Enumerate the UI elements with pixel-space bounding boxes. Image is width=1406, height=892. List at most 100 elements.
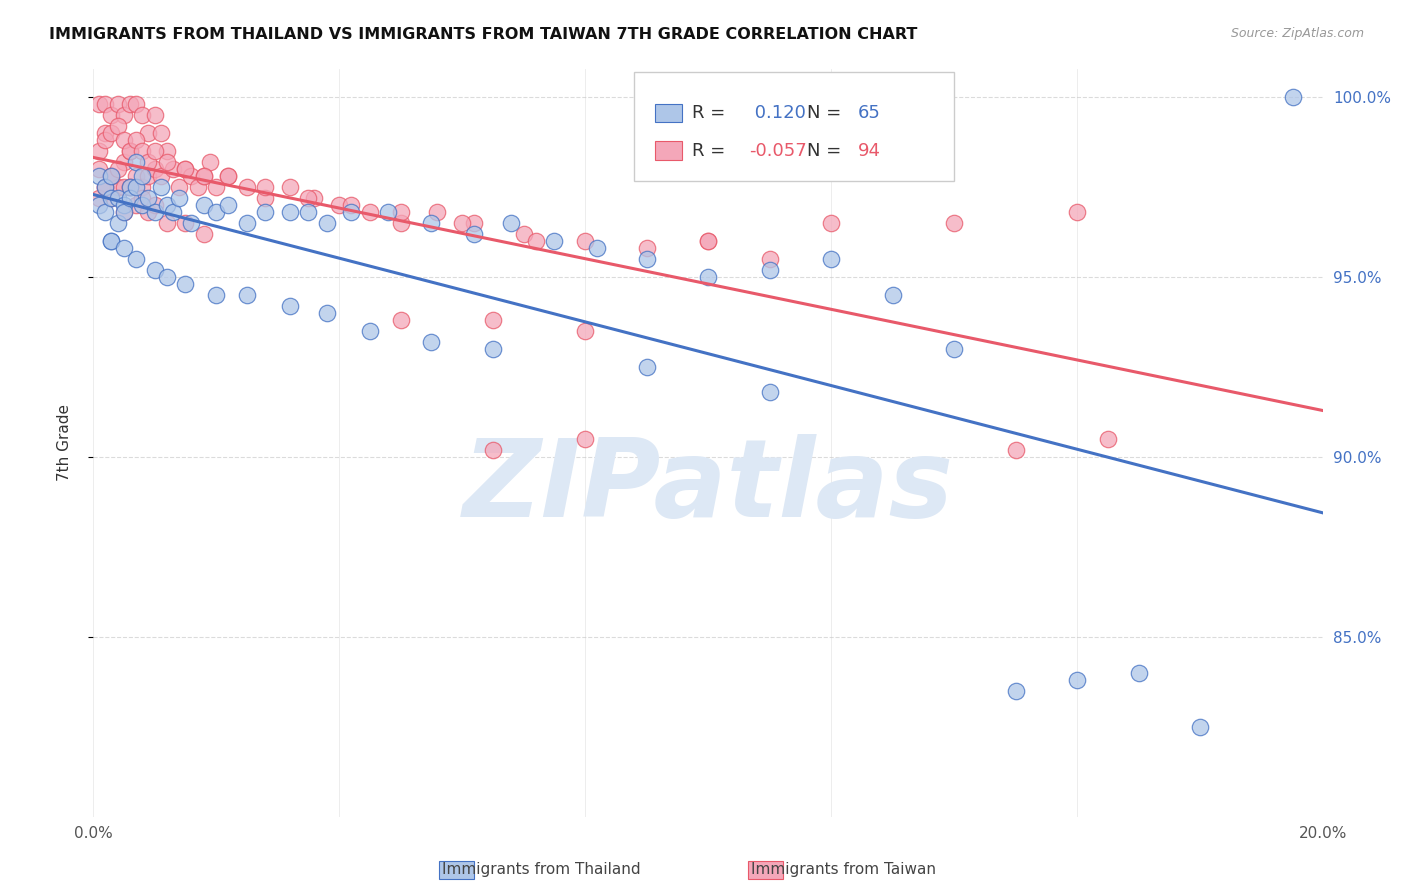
Point: [143, 205, 166, 219]
Point: [512, 227, 534, 241]
Point: [143, 162, 166, 177]
Y-axis label: 7th Grade: 7th Grade: [58, 404, 72, 481]
Point: [107, 119, 129, 133]
Point: [131, 191, 153, 205]
Point: [217, 169, 239, 184]
Point: [143, 263, 166, 277]
Point: [254, 191, 277, 205]
Point: [420, 216, 443, 230]
Point: [89, 162, 111, 177]
Point: [501, 216, 523, 230]
Point: [107, 216, 129, 230]
Point: [89, 198, 111, 212]
Point: [125, 198, 148, 212]
Point: [482, 442, 505, 457]
Point: [193, 169, 215, 184]
Point: [426, 205, 449, 219]
Point: [167, 191, 190, 205]
Point: [359, 205, 381, 219]
Point: [389, 216, 412, 230]
Point: [156, 270, 179, 285]
Point: [187, 180, 209, 194]
Point: [125, 133, 148, 147]
Point: [94, 180, 117, 194]
Point: [359, 324, 381, 338]
Point: [1066, 673, 1088, 687]
Text: -0.057: -0.057: [749, 142, 807, 160]
Point: [236, 216, 259, 230]
Point: [156, 198, 179, 212]
Point: [340, 198, 363, 212]
Point: [340, 205, 363, 219]
Point: [100, 169, 122, 184]
Point: [125, 180, 148, 194]
Point: [156, 155, 179, 169]
Point: [315, 216, 337, 230]
Point: [198, 155, 221, 169]
Point: [1004, 683, 1026, 698]
Point: [112, 155, 135, 169]
Point: [107, 180, 129, 194]
Point: [180, 216, 202, 230]
Point: [125, 97, 148, 112]
Point: [297, 191, 319, 205]
Point: [118, 145, 141, 159]
Point: [143, 145, 166, 159]
Point: [1128, 665, 1150, 680]
Text: Immigrants from Taiwan: Immigrants from Taiwan: [751, 863, 936, 877]
Text: N =: N =: [807, 104, 846, 122]
Point: [100, 234, 122, 248]
Point: [174, 277, 197, 292]
Point: [697, 234, 720, 248]
Point: [236, 288, 259, 302]
Point: [131, 169, 153, 184]
Point: [463, 227, 485, 241]
Point: [451, 216, 474, 230]
Point: [118, 145, 141, 159]
Point: [1281, 90, 1303, 104]
Text: ZIPatlas: ZIPatlas: [463, 434, 953, 541]
Point: [118, 180, 141, 194]
Point: [112, 205, 135, 219]
Point: [89, 191, 111, 205]
Text: 0.120: 0.120: [749, 104, 806, 122]
Point: [174, 162, 197, 177]
Point: [149, 180, 172, 194]
Point: [89, 145, 111, 159]
Point: [118, 180, 141, 194]
Text: 94: 94: [858, 142, 882, 160]
Point: [174, 162, 197, 177]
Point: [131, 198, 153, 212]
Point: [543, 234, 565, 248]
Point: [156, 216, 179, 230]
Point: [138, 191, 160, 205]
Point: [138, 126, 160, 140]
Point: [100, 191, 122, 205]
Point: [1004, 442, 1026, 457]
Text: R =: R =: [692, 104, 731, 122]
Point: [89, 169, 111, 184]
Point: [94, 126, 117, 140]
Text: IMMIGRANTS FROM THAILAND VS IMMIGRANTS FROM TAIWAN 7TH GRADE CORRELATION CHART: IMMIGRANTS FROM THAILAND VS IMMIGRANTS F…: [49, 27, 918, 42]
Point: [389, 313, 412, 327]
Point: [217, 198, 239, 212]
Point: [820, 252, 842, 267]
Point: [758, 263, 780, 277]
Point: [420, 334, 443, 349]
Point: [1066, 205, 1088, 219]
Point: [254, 205, 277, 219]
Point: [138, 155, 160, 169]
Point: [278, 299, 301, 313]
Point: [482, 342, 505, 356]
Point: [377, 205, 399, 219]
Point: [149, 169, 172, 184]
Point: [94, 97, 117, 112]
Point: [574, 324, 596, 338]
Point: [89, 97, 111, 112]
Point: [156, 145, 179, 159]
Text: R =: R =: [692, 142, 731, 160]
Point: [758, 252, 780, 267]
Point: [125, 169, 148, 184]
Point: [328, 198, 350, 212]
Point: [149, 126, 172, 140]
